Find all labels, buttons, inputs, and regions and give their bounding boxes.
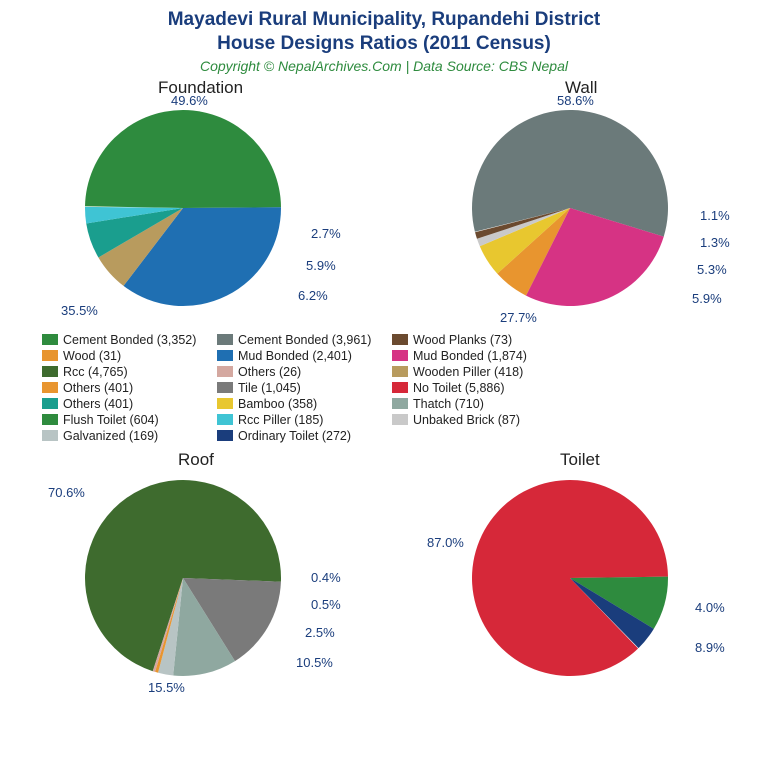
pct-label: 2.7% — [311, 226, 341, 241]
legend-swatch — [392, 414, 408, 425]
pct-label: 4.0% — [695, 600, 725, 615]
pct-label: 5.9% — [306, 258, 336, 273]
pct-label: 5.3% — [697, 262, 727, 277]
title-line2: House Designs Ratios (2011 Census) — [217, 33, 551, 54]
legend-swatch — [392, 350, 408, 361]
legend-swatch — [217, 414, 233, 425]
legend-swatch — [42, 398, 58, 409]
legend-label: Wooden Piller (418) — [413, 365, 523, 379]
legend-label: Mud Bonded (1,874) — [413, 349, 527, 363]
legend-item: Flush Toilet (604) — [42, 413, 217, 427]
legend-item: Wood Planks (73) — [392, 333, 567, 347]
legend-label: Galvanized (169) — [63, 429, 158, 443]
legend-item: Mud Bonded (2,401) — [217, 349, 392, 363]
legend-label: Cement Bonded (3,961) — [238, 333, 371, 347]
legend-item: Tile (1,045) — [217, 381, 392, 395]
pct-label: 15.5% — [148, 680, 185, 695]
legend-item: Cement Bonded (3,961) — [217, 333, 392, 347]
legend-swatch — [217, 398, 233, 409]
legend-label: Cement Bonded (3,352) — [63, 333, 196, 347]
legend-item: Mud Bonded (1,874) — [392, 349, 567, 363]
legend-label: Unbaked Brick (87) — [413, 413, 520, 427]
legend-swatch — [392, 334, 408, 345]
legend-swatch — [42, 350, 58, 361]
title-line1: Mayadevi Rural Municipality, Rupandehi D… — [168, 9, 601, 30]
chart-wall: Wall 58.6% 27.7% 5.9% 5.3% 1.3% 1.1% — [395, 78, 745, 328]
legend-swatch — [42, 334, 58, 345]
legend-swatch — [42, 382, 58, 393]
legend-swatch — [42, 430, 58, 441]
legend-swatch — [217, 430, 233, 441]
legend: Cement Bonded (3,352) Cement Bonded (3,96… — [12, 328, 756, 450]
legend-label: Tile (1,045) — [238, 381, 301, 395]
legend-swatch — [217, 350, 233, 361]
legend-label: Rcc (4,765) — [63, 365, 128, 379]
legend-swatch — [42, 414, 58, 425]
legend-swatch — [42, 366, 58, 377]
legend-item: Others (401) — [42, 397, 217, 411]
legend-swatch — [392, 382, 408, 393]
pct-label: 5.9% — [692, 291, 722, 306]
legend-item: Unbaked Brick (87) — [392, 413, 567, 427]
legend-item: Bamboo (358) — [217, 397, 392, 411]
legend-label: Others (401) — [63, 397, 133, 411]
pct-label: 0.4% — [311, 570, 341, 585]
chart-foundation: Foundation 49.6% 35.5% 6.2% 5.9% 2.7% — [23, 78, 373, 328]
legend-label: Mud Bonded (2,401) — [238, 349, 352, 363]
subtitle: Copyright © NepalArchives.Com | Data Sou… — [12, 58, 756, 74]
pct-label: 49.6% — [171, 93, 208, 108]
legend-label: Wood (31) — [63, 349, 121, 363]
pct-label: 87.0% — [427, 535, 464, 550]
pct-label: 6.2% — [298, 288, 328, 303]
pct-label: 1.3% — [700, 235, 730, 250]
chart-title-toilet: Toilet — [560, 450, 600, 470]
legend-item: Wooden Piller (418) — [392, 365, 567, 379]
legend-item: Others (26) — [217, 365, 392, 379]
chart-title-roof: Roof — [178, 450, 214, 470]
legend-swatch — [217, 382, 233, 393]
chart-roof: Roof 70.6% 15.5% 10.5% 2.5% 0.5% 0.4% — [23, 450, 373, 700]
legend-item: Thatch (710) — [392, 397, 567, 411]
pct-label: 2.5% — [305, 625, 335, 640]
pct-label: 10.5% — [296, 655, 333, 670]
pct-label: 1.1% — [700, 208, 730, 223]
legend-label: Rcc Piller (185) — [238, 413, 323, 427]
pct-label: 0.5% — [311, 597, 341, 612]
main-title: Mayadevi Rural Municipality, Rupandehi D… — [12, 8, 756, 56]
legend-swatch — [217, 366, 233, 377]
legend-item: Wood (31) — [42, 349, 217, 363]
legend-item: No Toilet (5,886) — [392, 381, 567, 395]
legend-label: No Toilet (5,886) — [413, 381, 505, 395]
legend-swatch — [392, 366, 408, 377]
pct-label: 35.5% — [61, 303, 98, 318]
legend-label: Bamboo (358) — [238, 397, 317, 411]
legend-label: Ordinary Toilet (272) — [238, 429, 351, 443]
legend-item: Others (401) — [42, 381, 217, 395]
pct-label: 70.6% — [48, 485, 85, 500]
legend-swatch — [392, 398, 408, 409]
legend-label: Thatch (710) — [413, 397, 484, 411]
legend-item: Galvanized (169) — [42, 429, 217, 443]
legend-label: Others (401) — [63, 381, 133, 395]
legend-item: Rcc Piller (185) — [217, 413, 392, 427]
pct-label: 8.9% — [695, 640, 725, 655]
pct-label: 27.7% — [500, 310, 537, 325]
legend-item: Rcc (4,765) — [42, 365, 217, 379]
chart-toilet: Toilet 87.0% 8.9% 4.0% — [395, 450, 745, 700]
legend-label: Wood Planks (73) — [413, 333, 512, 347]
legend-label: Flush Toilet (604) — [63, 413, 159, 427]
pct-label: 58.6% — [557, 93, 594, 108]
legend-item: Ordinary Toilet (272) — [217, 429, 392, 443]
pie-slice — [85, 110, 281, 208]
legend-label: Others (26) — [238, 365, 301, 379]
legend-swatch — [217, 334, 233, 345]
legend-item: Cement Bonded (3,352) — [42, 333, 217, 347]
